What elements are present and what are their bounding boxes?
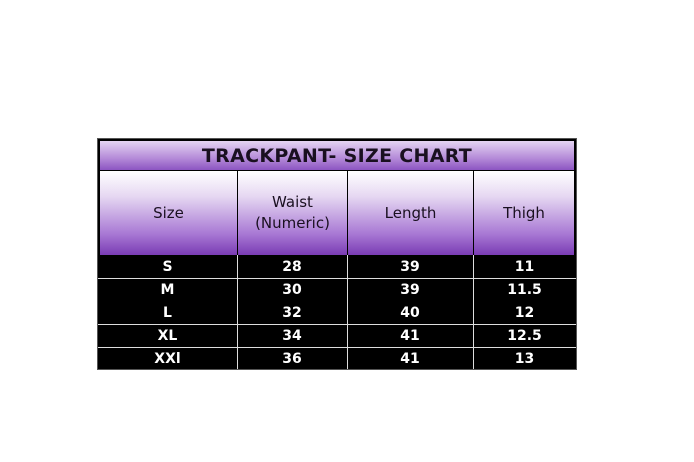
- table-cell: XL: [157, 327, 178, 344]
- table-cell: 13: [514, 350, 535, 367]
- column-divider: [347, 255, 348, 369]
- row-divider: [98, 278, 576, 279]
- table-cell: 11.5: [507, 281, 542, 298]
- table-cell: 30: [282, 281, 302, 298]
- table-cell: 28: [282, 258, 302, 275]
- table-cell: 36: [282, 350, 302, 367]
- table-cell: 34: [282, 327, 302, 344]
- table-cell: 32: [282, 304, 302, 321]
- size-chart-table: TRACKPANT- SIZE CHART Size Waist (Numeric…: [97, 138, 577, 370]
- table-cell: 39: [400, 258, 420, 275]
- table-cell: S: [162, 258, 173, 275]
- table-cell: 12: [514, 304, 535, 321]
- table-cell: XXl: [154, 350, 181, 367]
- table-cell: 11: [514, 258, 535, 275]
- table-cell: 12.5: [507, 327, 542, 344]
- row-divider: [98, 324, 576, 325]
- table-title: TRACKPANT- SIZE CHART: [100, 141, 574, 170]
- table-cell: 39: [400, 281, 420, 298]
- table-cell: L: [163, 304, 172, 321]
- table-cell: 41: [400, 327, 420, 344]
- table-cell: 40: [400, 304, 420, 321]
- row-divider: [98, 347, 576, 348]
- header-thigh: Thigh: [474, 171, 574, 255]
- column-divider: [473, 255, 474, 369]
- table-cell: 41: [400, 350, 420, 367]
- header-size: Size: [100, 171, 237, 255]
- header-waist: Waist (Numeric): [238, 171, 347, 255]
- header-length: Length: [348, 171, 473, 255]
- table-cell: M: [160, 281, 175, 298]
- column-divider: [237, 255, 238, 369]
